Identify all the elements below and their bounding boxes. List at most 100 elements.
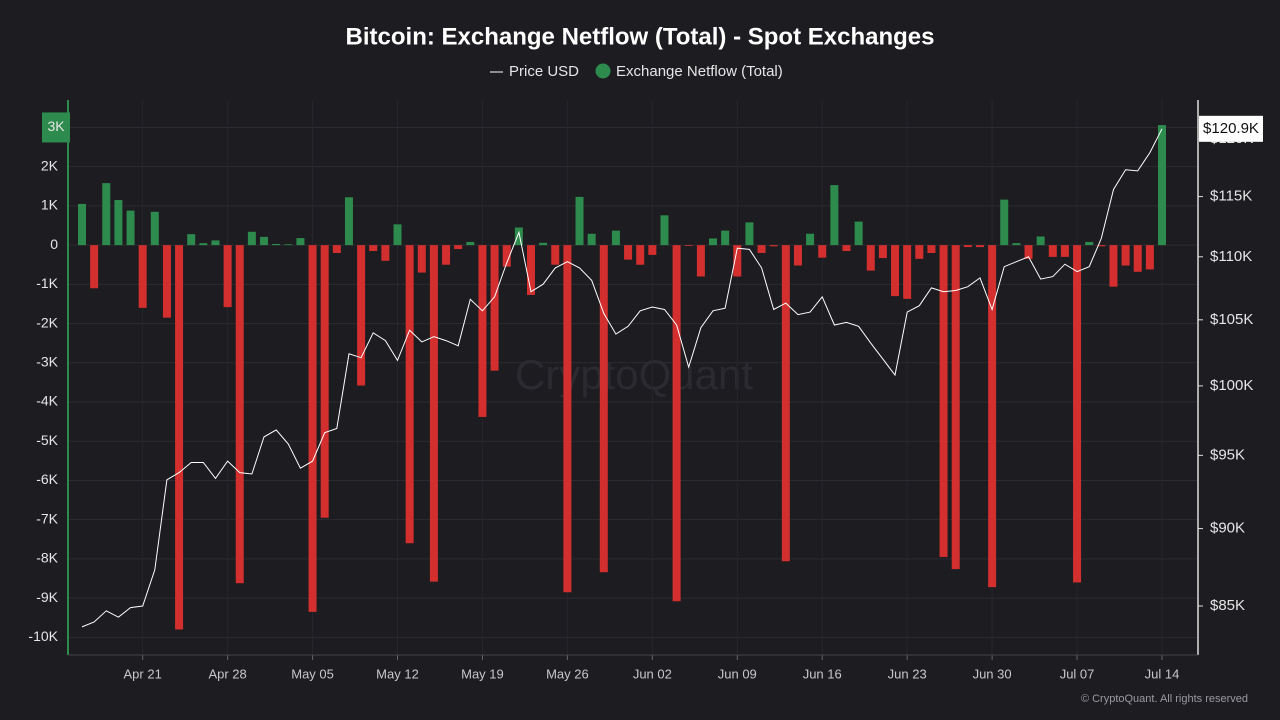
bar bbox=[138, 245, 147, 308]
bar bbox=[211, 240, 220, 246]
y-tick-label: -6K bbox=[36, 471, 58, 487]
bar bbox=[975, 245, 984, 248]
bar bbox=[563, 245, 572, 593]
last-value-box bbox=[1199, 115, 1263, 142]
bar bbox=[478, 245, 487, 417]
y2-tick-label: $85K bbox=[1210, 597, 1245, 614]
bar bbox=[927, 245, 936, 253]
bar bbox=[1097, 245, 1106, 247]
bar bbox=[696, 245, 705, 277]
bar bbox=[939, 245, 948, 557]
bar bbox=[660, 215, 669, 246]
y-tick-label: -10K bbox=[28, 628, 58, 644]
bar bbox=[721, 230, 730, 246]
x-tick-label: May 12 bbox=[376, 666, 419, 681]
bar bbox=[599, 245, 608, 573]
bar bbox=[162, 245, 171, 318]
y2-tick-label: $105K bbox=[1210, 311, 1253, 328]
x-tick-label: Jun 16 bbox=[803, 666, 842, 681]
bar bbox=[296, 238, 305, 246]
y-tick-label: 0 bbox=[50, 236, 58, 252]
bar bbox=[393, 224, 402, 246]
bar bbox=[1158, 125, 1166, 246]
bar bbox=[78, 203, 86, 246]
bar bbox=[903, 245, 912, 299]
y-tick-label: -9K bbox=[36, 589, 58, 605]
bar bbox=[915, 245, 924, 259]
bar bbox=[90, 245, 99, 289]
bar bbox=[454, 245, 463, 250]
copyright: © CryptoQuant. All rights reserved bbox=[1081, 693, 1248, 705]
watermark: CryptoQuant bbox=[515, 351, 753, 398]
bar bbox=[551, 245, 560, 265]
bar bbox=[272, 243, 281, 246]
x-tick-label: May 05 bbox=[291, 666, 334, 681]
bar bbox=[1060, 245, 1069, 257]
bar bbox=[891, 245, 900, 297]
bar bbox=[405, 245, 414, 544]
bar bbox=[1085, 241, 1094, 246]
bar bbox=[223, 245, 232, 308]
y-tick-label: 1K bbox=[41, 197, 59, 213]
bar bbox=[1048, 245, 1057, 257]
y-tick-label: -8K bbox=[36, 550, 58, 566]
bar bbox=[284, 244, 293, 246]
y-tick-label: -7K bbox=[36, 510, 58, 526]
x-tick-label: Apr 28 bbox=[208, 666, 246, 681]
bar bbox=[1012, 243, 1021, 246]
bar bbox=[539, 242, 548, 246]
x-tick-label: Jun 02 bbox=[633, 666, 672, 681]
bar bbox=[709, 238, 718, 246]
bar bbox=[806, 233, 815, 246]
bar bbox=[648, 245, 657, 255]
y-tick-label: -2K bbox=[36, 314, 58, 330]
x-tick-label: Jul 07 bbox=[1060, 666, 1095, 681]
bar bbox=[199, 243, 208, 246]
bar bbox=[114, 200, 123, 246]
bar bbox=[611, 230, 620, 246]
bar bbox=[381, 245, 390, 261]
bar bbox=[429, 245, 438, 582]
bar bbox=[514, 227, 523, 246]
bar bbox=[187, 234, 196, 246]
x-tick-label: Jul 14 bbox=[1145, 666, 1180, 681]
bar bbox=[757, 245, 766, 253]
bar bbox=[1133, 245, 1142, 272]
bar bbox=[442, 245, 451, 265]
last-value-label: $120.9K bbox=[1203, 120, 1259, 137]
bar bbox=[417, 245, 426, 273]
bar bbox=[102, 183, 111, 246]
x-tick-label: Apr 21 bbox=[124, 666, 162, 681]
bar bbox=[733, 245, 742, 277]
bar bbox=[951, 245, 960, 570]
legend-swatch bbox=[595, 63, 611, 79]
bar bbox=[769, 245, 778, 247]
bar bbox=[308, 245, 317, 612]
legend-label: Price USD bbox=[509, 63, 579, 80]
bar bbox=[175, 245, 184, 630]
bar bbox=[866, 245, 875, 271]
bar bbox=[1036, 236, 1045, 246]
x-tick-label: Jun 30 bbox=[973, 666, 1012, 681]
bar bbox=[988, 245, 997, 588]
y-tick-label: -3K bbox=[36, 353, 58, 369]
bar bbox=[636, 245, 645, 265]
bar bbox=[624, 245, 633, 260]
bar bbox=[587, 233, 596, 246]
bar bbox=[332, 245, 341, 253]
y-tick-label: -1K bbox=[36, 275, 58, 291]
bar bbox=[502, 245, 511, 267]
y-tick-label: 3K bbox=[47, 118, 65, 134]
bar bbox=[1024, 245, 1033, 259]
bar bbox=[369, 245, 378, 252]
y-tick-label: -5K bbox=[36, 432, 58, 448]
bar bbox=[830, 185, 839, 246]
bar bbox=[260, 236, 269, 246]
bar bbox=[126, 210, 135, 246]
bar bbox=[818, 245, 827, 258]
bar bbox=[1121, 245, 1130, 266]
bar bbox=[466, 241, 475, 246]
chart-title: Bitcoin: Exchange Netflow (Total) - Spot… bbox=[346, 23, 935, 50]
